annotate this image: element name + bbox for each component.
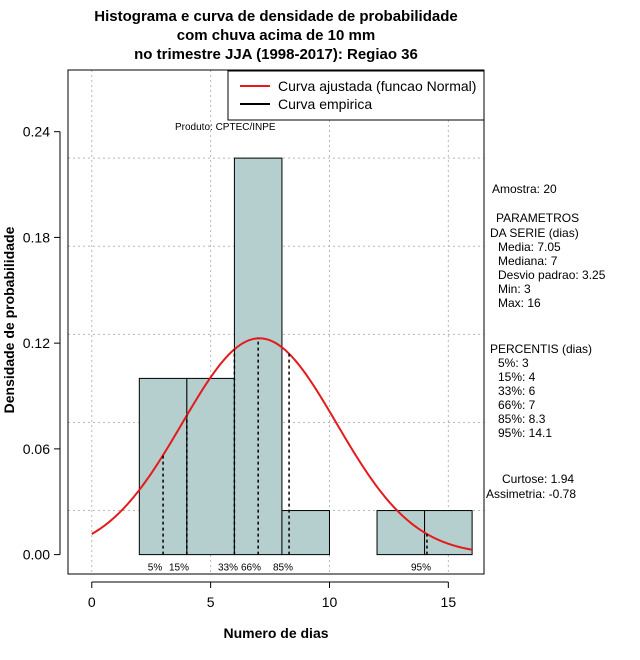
percentis-title: PERCENTIS (dias): [490, 342, 592, 356]
x-tick-label: 15: [441, 594, 457, 610]
percentil-33: 33%: 6: [498, 384, 536, 398]
params-title-1: PARAMETROS: [496, 211, 579, 225]
percentile-label: 95%: [411, 563, 431, 574]
percentile-layer: 5% 15% 33% 66% 85% 95%: [148, 338, 431, 574]
sample-size: Amostra: 20: [492, 182, 557, 196]
percentile-label: 85%: [273, 563, 293, 574]
histogram-bar: [281, 510, 330, 556]
legend-box: [227, 70, 485, 121]
chart-title-line-2: com chuva acima de 10 mm: [177, 27, 375, 44]
percentile-label: 5%: [148, 563, 163, 574]
y-axis-title: Densidade de probabilidade: [1, 226, 17, 413]
chart-title-line-3: no trimestre JJA (1998-2017): Regiao 36: [134, 46, 418, 63]
x-tick-label: 10: [322, 594, 338, 610]
product-annotation: Produto: CPTEC/INPE: [175, 122, 276, 133]
percentile-label: 33%: [218, 563, 238, 574]
assimetria: Assimetria: -0.78: [486, 487, 576, 501]
percentil-15: 15%: 4: [498, 370, 536, 384]
bars-layer: [138, 157, 473, 556]
y-tick-label: 0.24: [23, 124, 50, 140]
param-media: Media: 7.05: [498, 240, 561, 254]
plot-frame: [67, 69, 485, 575]
percentil-95: 95%: 14.1: [498, 426, 552, 440]
percentile-label: 66%: [241, 563, 261, 574]
legend-label-empirical: Curva empirica: [278, 96, 372, 112]
y-tick-label: 0.00: [23, 547, 50, 563]
param-max: Max: 16: [498, 296, 541, 310]
params-title-2: DA SERIE (dias): [490, 226, 579, 240]
legend-label-normal: Curva ajustada (funcao Normal): [278, 78, 476, 94]
x-tick-label: 0: [88, 594, 96, 610]
param-mediana: Mediana: 7: [498, 254, 558, 268]
curve-layer: [91, 337, 473, 551]
y-tick-label: 0.06: [23, 441, 50, 457]
param-min: Min: 3: [498, 282, 531, 296]
percentil-85: 85%: 8.3: [498, 412, 546, 426]
percentil-66: 66%: 7: [498, 398, 536, 412]
x-tick-label: 5: [207, 594, 215, 610]
legend: Curva ajustada (funcao Normal) Curva emp…: [227, 70, 485, 121]
axis-layer: 0 5 10 15 0.00 0.06 0.12 0.18 0.24: [23, 124, 457, 610]
side-panel: Amostra: 20 PARAMETROS DA SERIE (dias) M…: [486, 182, 606, 501]
percentil-5: 5%: 3: [498, 356, 529, 370]
y-tick-label: 0.12: [23, 335, 50, 351]
y-tick-label: 0.18: [23, 229, 50, 245]
histogram-bar: [376, 510, 426, 556]
curtose: Curtose: 1.94: [502, 472, 574, 486]
x-axis-title: Numero de dias: [223, 625, 328, 641]
normal-density-curve: [91, 337, 473, 551]
histogram-bar: [138, 377, 188, 556]
param-desvio: Desvio padrao: 3.25: [498, 268, 606, 282]
percentile-label: 15%: [169, 563, 189, 574]
chart-title-line-1: Histograma e curva de densidade de proba…: [94, 8, 457, 25]
